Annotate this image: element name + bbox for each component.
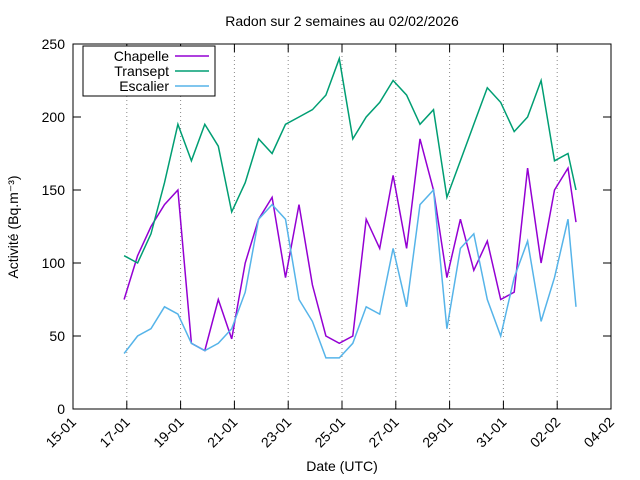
legend-label: Escalier xyxy=(119,78,169,94)
plot-frame xyxy=(72,43,612,410)
y-tick-label: 100 xyxy=(42,255,66,271)
x-tick-label: 29-01 xyxy=(419,414,456,451)
y-axis-label: Activité (Bq.m⁻³) xyxy=(5,175,21,278)
y-tick-label: 0 xyxy=(57,401,65,417)
series-line xyxy=(123,138,577,352)
x-tick-label: 23-01 xyxy=(258,414,295,451)
y-tick-label: 150 xyxy=(42,182,66,198)
y-tick-label: 50 xyxy=(49,328,65,344)
x-tick-label: 02-02 xyxy=(527,414,564,451)
x-tick-label: 25-01 xyxy=(311,414,348,451)
series-line xyxy=(123,188,577,359)
chart-title: Radon sur 2 semaines au 02/02/2026 xyxy=(225,13,459,29)
y-tick-label: 200 xyxy=(42,109,66,125)
x-axis-label: Date (UTC) xyxy=(306,458,378,474)
x-tick-label: 17-01 xyxy=(96,414,133,451)
series-line xyxy=(123,55,577,265)
x-tick-label: 19-01 xyxy=(150,414,187,451)
x-tick-label: 31-01 xyxy=(473,414,510,451)
x-tick-label: 21-01 xyxy=(204,414,241,451)
x-tick-label: 04-02 xyxy=(580,414,617,451)
y-tick-label: 250 xyxy=(42,36,66,52)
x-tick-label: 27-01 xyxy=(365,414,402,451)
x-tick-label: 15-01 xyxy=(42,414,79,451)
legend-label: Transept xyxy=(114,63,169,79)
legend-label: Chapelle xyxy=(114,48,169,64)
